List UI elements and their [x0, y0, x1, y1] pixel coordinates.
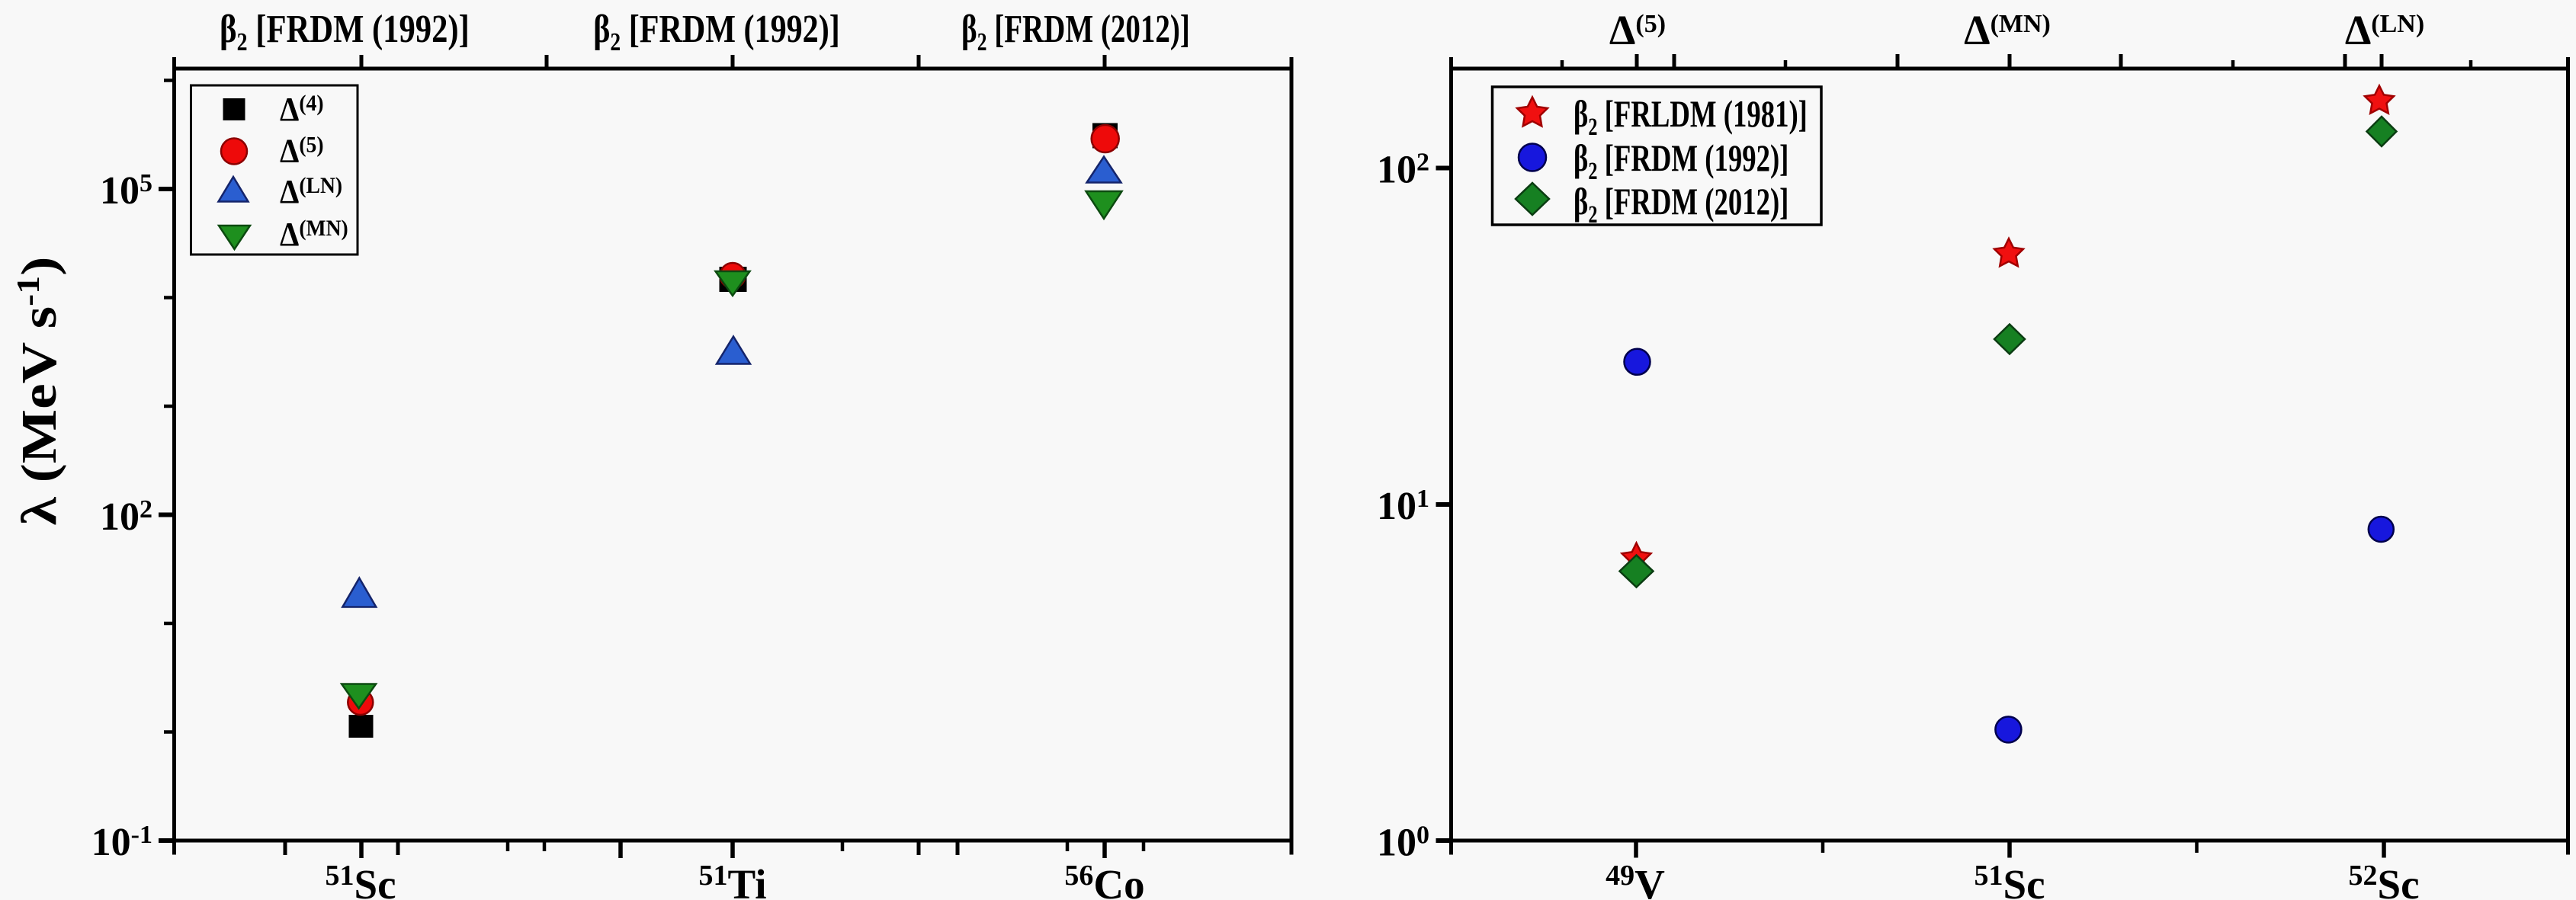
- svg-text:51Sc: 51Sc: [326, 860, 396, 900]
- svg-text:56Co: 56Co: [1064, 860, 1144, 900]
- svg-text:Δ(MN): Δ(MN): [1964, 7, 2051, 53]
- svg-text:Δ(5): Δ(5): [1609, 7, 1666, 53]
- svg-text:51Ti: 51Ti: [699, 860, 767, 900]
- svg-text:102: 102: [1377, 149, 1429, 192]
- svg-text:51Sc: 51Sc: [1975, 860, 2045, 900]
- svg-text:β2 [FRDM (2012)]: β2 [FRDM (2012)]: [1574, 181, 1788, 229]
- svg-text:10-1: 10-1: [91, 821, 152, 864]
- svg-text:Δ(LN): Δ(LN): [2345, 7, 2424, 53]
- svg-text:52Sc: 52Sc: [2349, 860, 2420, 900]
- svg-text:λ (MeV s-1): λ (MeV s-1): [11, 257, 67, 526]
- svg-text:105: 105: [100, 169, 152, 213]
- svg-text:Δ(MN): Δ(MN): [280, 216, 348, 253]
- svg-text:β2 [FRDM (1992)]: β2 [FRDM (1992)]: [1574, 138, 1788, 185]
- svg-text:Δ(LN): Δ(LN): [280, 173, 342, 210]
- svg-text:Δ(5): Δ(5): [280, 132, 324, 169]
- svg-text:β2 [FRDM (2012)]: β2 [FRDM (2012)]: [961, 7, 1190, 56]
- svg-text:100: 100: [1377, 822, 1429, 865]
- svg-text:β2 [FRDM (1992)]: β2 [FRDM (1992)]: [593, 8, 840, 56]
- svg-text:β2 [FRLDM (1981)]: β2 [FRLDM (1981)]: [1574, 94, 1808, 141]
- svg-text:49V: 49V: [1606, 860, 1665, 900]
- svg-text:Δ(4): Δ(4): [280, 91, 324, 128]
- svg-text:101: 101: [1377, 485, 1429, 528]
- svg-text:102: 102: [100, 495, 152, 539]
- svg-text:β2 [FRDM (1992)]: β2 [FRDM (1992)]: [220, 8, 470, 56]
